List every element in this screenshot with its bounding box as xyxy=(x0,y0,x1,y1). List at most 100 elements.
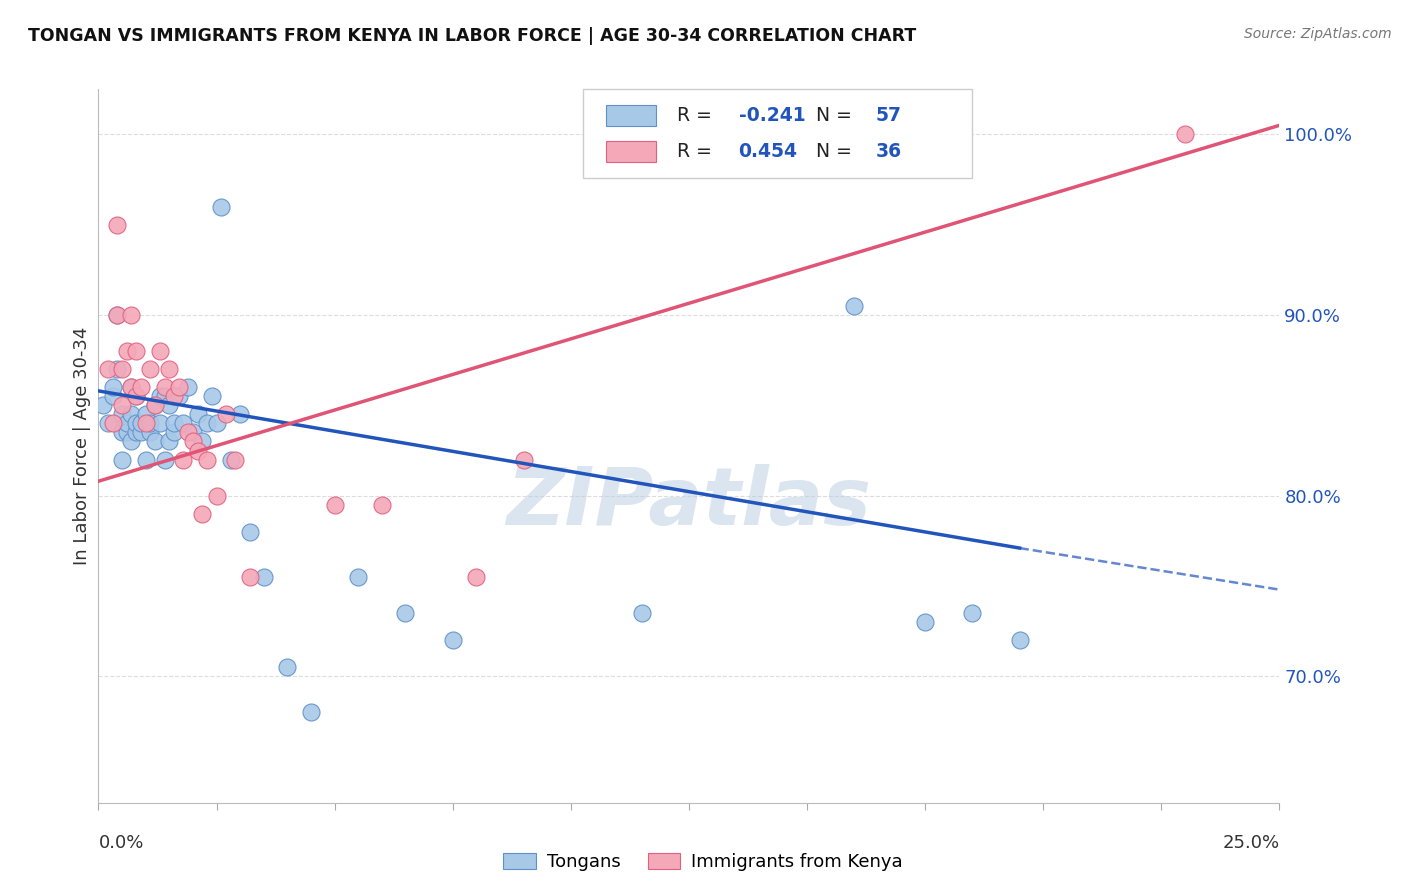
Point xyxy=(347,570,370,584)
Point xyxy=(129,425,152,440)
Point xyxy=(630,606,652,620)
Point xyxy=(201,389,224,403)
Text: N =: N = xyxy=(817,142,859,161)
Point xyxy=(215,408,238,422)
Point xyxy=(167,380,190,394)
Point xyxy=(97,362,120,376)
Point xyxy=(143,398,166,412)
Point xyxy=(105,362,128,376)
Text: R =: R = xyxy=(678,142,718,161)
Point xyxy=(299,706,322,720)
Text: 57: 57 xyxy=(876,106,901,125)
Point xyxy=(163,417,186,431)
Point xyxy=(157,362,180,376)
Point xyxy=(172,452,194,467)
Text: R =: R = xyxy=(678,106,718,125)
Point xyxy=(125,425,148,440)
Point xyxy=(224,452,246,467)
Point xyxy=(209,200,232,214)
Point xyxy=(195,417,218,431)
Point xyxy=(163,425,186,440)
Point xyxy=(205,417,228,431)
Point xyxy=(135,452,157,467)
Point xyxy=(177,380,200,394)
Point xyxy=(139,417,162,431)
Point xyxy=(205,489,228,503)
Point xyxy=(219,452,242,467)
Text: 0.454: 0.454 xyxy=(738,142,797,161)
Text: -0.241: -0.241 xyxy=(738,106,806,125)
Text: TONGAN VS IMMIGRANTS FROM KENYA IN LABOR FORCE | AGE 30-34 CORRELATION CHART: TONGAN VS IMMIGRANTS FROM KENYA IN LABOR… xyxy=(28,27,917,45)
Point xyxy=(172,417,194,431)
Point xyxy=(239,570,262,584)
Point xyxy=(844,299,866,313)
Point xyxy=(121,380,143,394)
Legend: Tongans, Immigrants from Kenya: Tongans, Immigrants from Kenya xyxy=(496,846,910,879)
Text: 36: 36 xyxy=(876,142,901,161)
Point xyxy=(962,606,984,620)
Point xyxy=(157,434,180,449)
Point xyxy=(111,452,134,467)
Point xyxy=(135,408,157,422)
Point xyxy=(101,380,124,394)
Point xyxy=(101,417,124,431)
Point xyxy=(187,443,209,458)
Point xyxy=(115,344,138,359)
Point xyxy=(181,434,204,449)
Point xyxy=(914,615,936,629)
Point xyxy=(163,389,186,403)
Point xyxy=(121,408,143,422)
Point xyxy=(125,389,148,403)
Point xyxy=(157,398,180,412)
Point xyxy=(143,434,166,449)
Point xyxy=(111,362,134,376)
Point xyxy=(181,425,204,440)
Point xyxy=(149,389,172,403)
Text: 0.0%: 0.0% xyxy=(98,834,143,852)
Point xyxy=(239,524,262,539)
Point xyxy=(115,417,138,431)
Point xyxy=(135,417,157,431)
FancyBboxPatch shape xyxy=(606,105,655,127)
Point xyxy=(91,398,114,412)
Y-axis label: In Labor Force | Age 30-34: In Labor Force | Age 30-34 xyxy=(73,326,91,566)
Point xyxy=(111,425,134,440)
Point xyxy=(105,308,128,322)
Point xyxy=(129,380,152,394)
Point xyxy=(121,434,143,449)
Point xyxy=(105,218,128,232)
Point xyxy=(105,308,128,322)
Point xyxy=(153,380,176,394)
Point xyxy=(125,389,148,403)
Point xyxy=(125,344,148,359)
FancyBboxPatch shape xyxy=(606,141,655,162)
Text: N =: N = xyxy=(817,106,859,125)
Point xyxy=(149,417,172,431)
Point xyxy=(167,389,190,403)
Point xyxy=(177,425,200,440)
Point xyxy=(187,408,209,422)
Point xyxy=(394,606,416,620)
FancyBboxPatch shape xyxy=(582,89,973,178)
Point xyxy=(195,452,218,467)
Point xyxy=(512,452,534,467)
Point xyxy=(191,434,214,449)
Point xyxy=(149,344,172,359)
Point xyxy=(153,452,176,467)
Point xyxy=(115,425,138,440)
Point xyxy=(121,380,143,394)
Point xyxy=(583,145,606,160)
Point xyxy=(323,498,346,512)
Point xyxy=(1008,633,1031,648)
Point xyxy=(129,417,152,431)
Text: ZIPatlas: ZIPatlas xyxy=(506,464,872,542)
Text: 25.0%: 25.0% xyxy=(1222,834,1279,852)
Point xyxy=(101,389,124,403)
Point xyxy=(441,633,464,648)
Point xyxy=(153,389,176,403)
Point xyxy=(139,425,162,440)
Point xyxy=(229,408,252,422)
Point xyxy=(253,570,276,584)
Point xyxy=(143,398,166,412)
Point xyxy=(121,308,143,322)
